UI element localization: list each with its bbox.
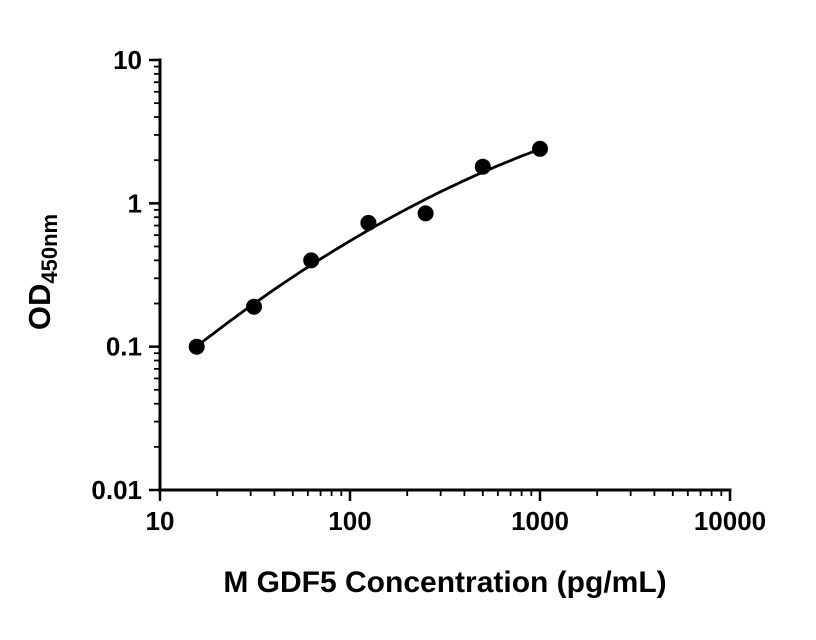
data-point	[474, 158, 491, 175]
x-tick-label: 10	[146, 506, 175, 536]
data-point	[417, 205, 434, 222]
data-point	[303, 252, 320, 269]
y-axis-title-main: OD	[22, 284, 57, 331]
y-tick-label: 0.01	[91, 475, 142, 505]
fit-curve	[195, 147, 542, 348]
x-tick-label: 100	[328, 506, 371, 536]
data-point	[532, 140, 548, 157]
y-axis-title: OD450nm	[22, 214, 62, 330]
y-axis-title-subscript: 450nm	[37, 214, 62, 284]
x-axis-title: M GDF5 Concentration (pg/mL)	[223, 566, 666, 599]
plot-area: 10 100 1000 10000 0.01 0.1 1 10	[91, 45, 766, 536]
y-tick-label: 1	[128, 188, 142, 218]
x-tick-label: 10000	[694, 506, 766, 536]
x-tick-label: 1000	[511, 506, 569, 536]
data-point	[360, 214, 377, 231]
y-tick-label: 0.1	[106, 332, 142, 362]
data-point	[188, 338, 205, 355]
data-point	[246, 298, 262, 315]
y-tick-label: 10	[113, 45, 142, 75]
